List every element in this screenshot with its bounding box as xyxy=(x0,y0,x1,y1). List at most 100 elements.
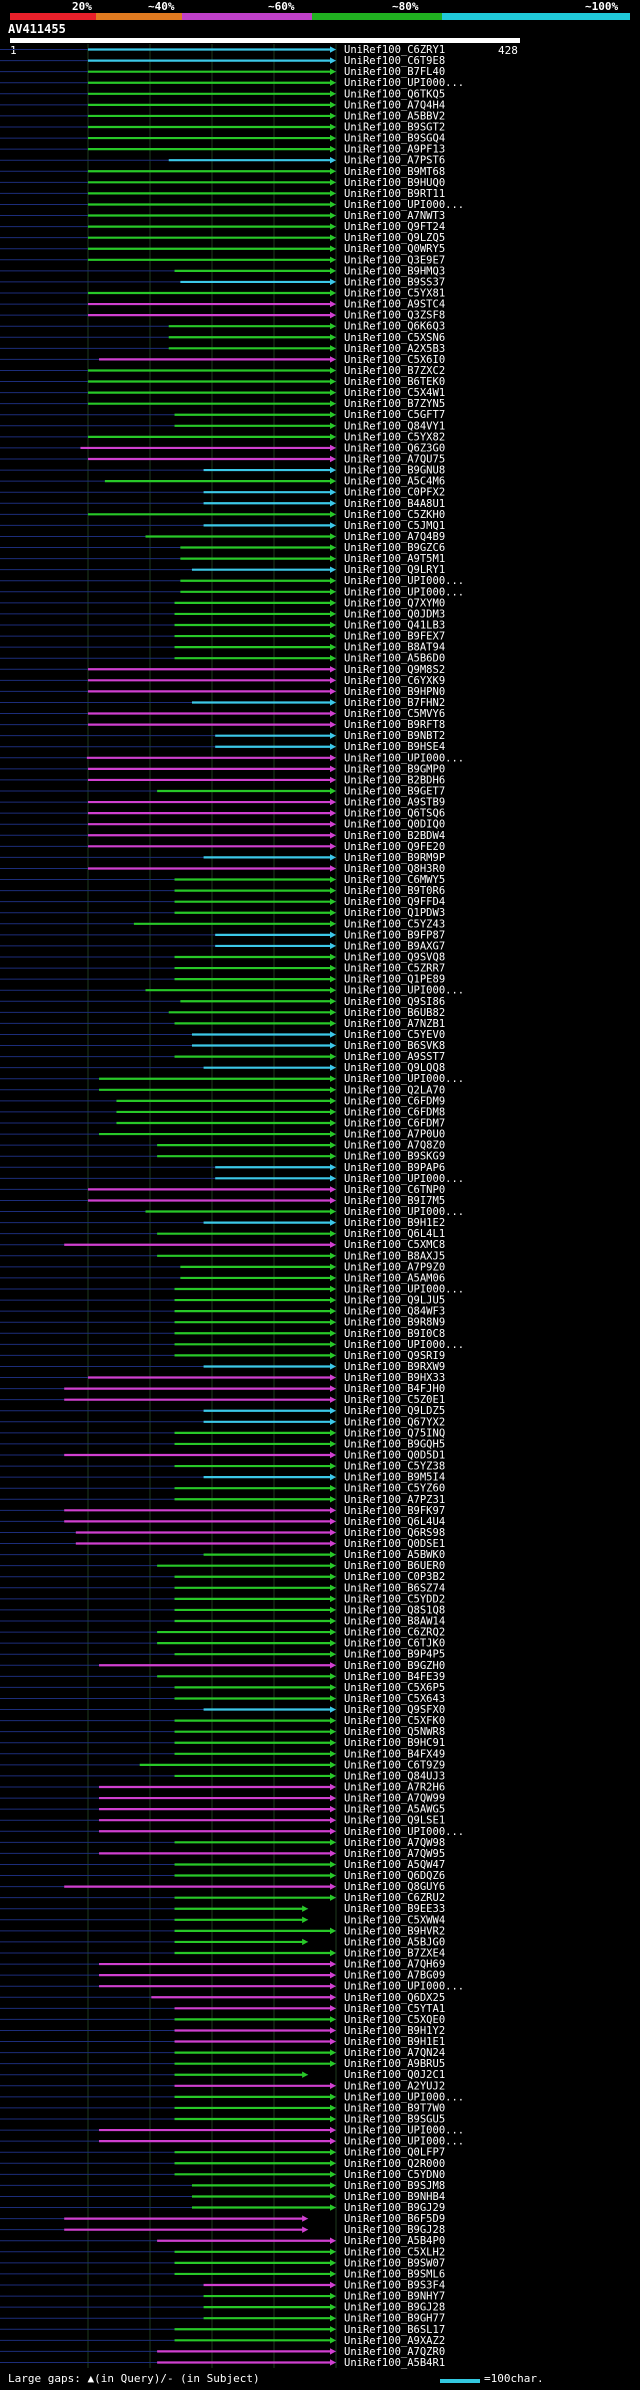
hit-arrow xyxy=(330,90,336,97)
hit-label: UniRef100_B9T7W0 xyxy=(344,2102,445,2114)
hit-arrow xyxy=(330,245,336,252)
hit-arrow xyxy=(330,2292,336,2300)
hit-arrow xyxy=(330,345,336,352)
hit-label: UniRef100_C6ZRQ2 xyxy=(344,1627,445,1639)
hit-label: UniRef100_A7Q8Z0 xyxy=(344,1140,445,1152)
hit-arrow xyxy=(330,964,336,972)
hit-label: UniRef100_C0P3B2 xyxy=(344,1571,445,1583)
hit-arrow xyxy=(330,1839,336,1846)
hit-arrow xyxy=(330,2082,336,2089)
hit-arrow xyxy=(330,1153,336,1160)
footer-scale-text: =100char. xyxy=(484,2372,544,2385)
hit-arrow xyxy=(330,1772,336,1780)
hit-label: UniRef100_Q9LZQ5 xyxy=(344,232,445,244)
footer-legend: Large gaps: ▲(in Query)/- (in Subject) xyxy=(8,2372,260,2385)
hit-arrow xyxy=(330,267,336,275)
hit-arrow xyxy=(302,2215,309,2222)
hit-arrow xyxy=(330,876,336,883)
hit-label: UniRef100_B4FX49 xyxy=(344,1748,445,1760)
hit-arrow xyxy=(330,1208,336,1215)
hit-arrow xyxy=(330,1307,336,1315)
hit-label: UniRef100_C5YX81 xyxy=(344,288,445,300)
hit-arrow xyxy=(330,743,336,750)
hit-label: UniRef100_B7ZXC2 xyxy=(344,365,445,377)
hit-arrow xyxy=(330,1274,336,1282)
hit-arrow xyxy=(330,477,336,485)
hit-arrow xyxy=(330,1363,336,1370)
hit-label: UniRef100_Q9LSE1 xyxy=(344,1815,445,1827)
hit-arrow xyxy=(330,466,336,474)
hit-label: UniRef100_B6F5D9 xyxy=(344,2213,445,2225)
hit-label: UniRef100_UPI000... xyxy=(344,1826,464,1838)
hit-arrow xyxy=(330,389,336,396)
hit-arrow xyxy=(330,1872,336,1879)
hit-label: UniRef100_B9HMQ3 xyxy=(344,265,445,277)
hit-arrow xyxy=(330,2248,336,2255)
hit-label: UniRef100_B9S3F4 xyxy=(344,2280,445,2292)
hit-arrow xyxy=(330,2182,336,2189)
hit-arrow xyxy=(330,1783,336,1791)
hit-label: UniRef100_C5XFK0 xyxy=(344,1715,445,1727)
hit-label: UniRef100_B2BDW4 xyxy=(344,830,445,842)
hit-arrow xyxy=(330,1097,336,1105)
hit-arrow xyxy=(330,854,336,861)
hit-arrow xyxy=(330,522,336,529)
hit-arrow xyxy=(330,2038,336,2045)
hit-label: UniRef100_Q84WF3 xyxy=(344,1306,445,1318)
query-bar xyxy=(10,38,520,43)
hit-arrow xyxy=(330,1883,336,1890)
hit-arrow xyxy=(330,1850,336,1857)
hit-label: UniRef100_UPI000... xyxy=(344,1173,464,1185)
hit-arrow xyxy=(330,455,336,463)
hit-arrow xyxy=(330,566,336,573)
hit-arrow xyxy=(330,1296,336,1304)
hit-label: UniRef100_Q6TSQ6 xyxy=(344,808,445,820)
hit-arrow xyxy=(330,666,336,673)
hit-label: UniRef100_C6FDM9 xyxy=(344,1095,445,1107)
hit-arrow xyxy=(330,1562,336,1569)
hit-label: UniRef100_C5XQE0 xyxy=(344,2014,445,2026)
hit-label: UniRef100_C0PFX2 xyxy=(344,487,445,499)
hit-label: UniRef100_UPI000... xyxy=(344,2136,464,2148)
hit-arrow xyxy=(330,1805,336,1813)
hit-arrow xyxy=(330,2093,336,2101)
hit-label: UniRef100_C5ZKH0 xyxy=(344,509,445,521)
hit-label: UniRef100_A7BG09 xyxy=(344,1970,445,1982)
hit-label: UniRef100_A7P0U0 xyxy=(344,1129,445,1141)
hit-arrow xyxy=(330,699,336,706)
hit-label: UniRef100_B9GZC6 xyxy=(344,542,445,554)
hit-arrow xyxy=(330,190,336,197)
hit-arrow xyxy=(302,1916,309,1923)
hit-arrow xyxy=(330,1761,336,1769)
hit-arrow xyxy=(330,1141,336,1149)
hit-label: UniRef100_C5GFT7 xyxy=(344,409,445,421)
hit-label: UniRef100_UPI000... xyxy=(344,752,464,764)
hit-label: UniRef100_Q9LRY1 xyxy=(344,564,445,576)
hit-label: UniRef100_A7P9Z0 xyxy=(344,1261,445,1273)
hit-label: UniRef100_A7QH69 xyxy=(344,1959,445,1971)
hit-label: UniRef100_C5YZ43 xyxy=(344,918,445,930)
hit-arrow xyxy=(330,787,336,795)
hit-label: UniRef100_C6T9Z9 xyxy=(344,1759,445,1771)
hit-arrow xyxy=(330,533,336,540)
scale-label-40: ~40% xyxy=(148,0,175,13)
hit-label: UniRef100_UPI000... xyxy=(344,575,464,587)
hit-arrow xyxy=(330,1496,336,1503)
hit-arrow xyxy=(302,1938,309,1946)
hit-arrow xyxy=(330,2315,336,2322)
hit-label: UniRef100_A2X5B3 xyxy=(344,343,445,355)
hit-arrow xyxy=(330,234,336,241)
hit-arrow xyxy=(330,1739,336,1746)
hit-label: UniRef100_B9HC91 xyxy=(344,1737,445,1749)
hit-arrow xyxy=(330,1330,336,1337)
hit-label: UniRef100_A5BJG0 xyxy=(344,1936,445,1948)
hit-arrow xyxy=(330,256,336,263)
hit-label: UniRef100_B9M5I4 xyxy=(344,1472,445,1484)
hit-arrow xyxy=(330,1451,336,1459)
hit-arrow xyxy=(330,953,336,961)
hit-label: UniRef100_B7FHN2 xyxy=(344,697,445,709)
hit-label: UniRef100_B9I7M5 xyxy=(344,1195,445,1207)
hit-arrow xyxy=(330,101,336,109)
hit-label: UniRef100_B9GQH5 xyxy=(344,1438,445,1450)
hit-arrow xyxy=(330,323,336,330)
